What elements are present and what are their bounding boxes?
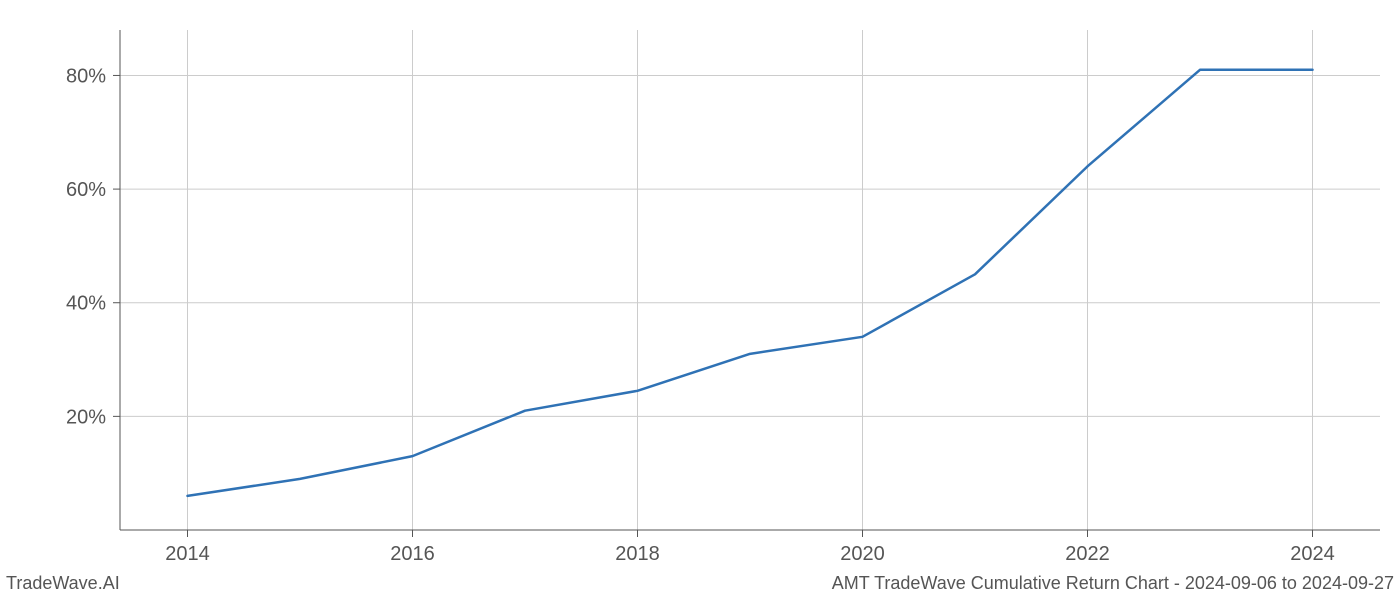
x-tick-label: 2014: [165, 543, 210, 565]
y-tick-label: 20%: [66, 406, 106, 428]
return-line-series: [188, 70, 1313, 496]
x-tick-label: 2022: [1065, 543, 1110, 565]
y-tick-label: 80%: [66, 65, 106, 87]
x-tick-label: 2024: [1290, 543, 1335, 565]
footer-caption: AMT TradeWave Cumulative Return Chart - …: [832, 573, 1394, 594]
x-tick-label: 2018: [615, 543, 660, 565]
line-chart: 2014 2016 2018 2020 2022 2024 20% 40% 60% 80%: [0, 0, 1400, 600]
footer-brand: TradeWave.AI: [6, 573, 120, 594]
x-tick-label: 2020: [840, 543, 885, 565]
y-tick-label: 40%: [66, 293, 106, 315]
y-tick-label: 60%: [66, 179, 106, 201]
chart-container: 2014 2016 2018 2020 2022 2024 20% 40% 60% 80% Tra…: [0, 0, 1400, 600]
x-tick-label: 2016: [390, 543, 435, 565]
